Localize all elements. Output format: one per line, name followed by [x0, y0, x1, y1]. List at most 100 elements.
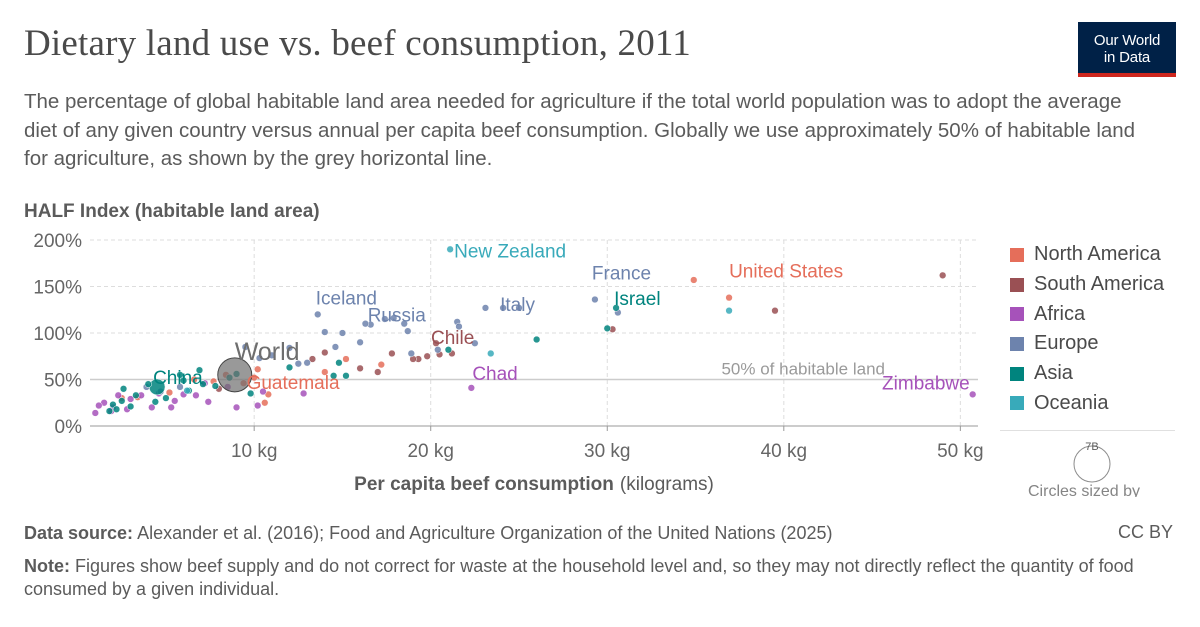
data-point[interactable] [725, 294, 733, 302]
data-point[interactable] [259, 387, 267, 396]
data-point[interactable] [171, 397, 179, 405]
data-point[interactable] [377, 360, 385, 369]
data-point[interactable] [400, 320, 408, 328]
point-label-iceland[interactable]: Iceland [316, 288, 377, 309]
data-point[interactable] [285, 344, 294, 352]
data-point[interactable] [603, 324, 611, 333]
data-point[interactable] [303, 359, 311, 367]
data-point[interactable] [969, 390, 977, 399]
data-point[interactable] [268, 351, 276, 359]
data-point[interactable] [261, 399, 269, 407]
data-point[interactable] [247, 389, 255, 398]
legend-item-europe[interactable]: Europe [1010, 329, 1164, 359]
data-point[interactable] [515, 304, 523, 312]
data-point[interactable] [725, 307, 733, 315]
data-point[interactable] [342, 372, 350, 380]
legend-item-north-america[interactable]: North America [1010, 240, 1164, 270]
data-point[interactable] [299, 389, 308, 398]
data-point[interactable] [338, 329, 347, 337]
data-point[interactable] [204, 398, 212, 406]
data-point[interactable] [132, 391, 140, 399]
data-point[interactable] [690, 276, 698, 284]
data-point[interactable] [434, 346, 442, 354]
data-point[interactable] [183, 387, 191, 395]
data-point[interactable] [612, 304, 620, 312]
data-point[interactable] [114, 391, 122, 399]
data-point[interactable] [199, 380, 207, 388]
data-point[interactable] [455, 322, 463, 331]
data-point[interactable] [95, 401, 103, 410]
data-point[interactable] [331, 343, 340, 351]
data-point[interactable] [112, 405, 121, 413]
data-point[interactable] [388, 349, 396, 358]
data-point[interactable] [285, 363, 294, 372]
data-point[interactable] [404, 327, 412, 335]
data-point[interactable] [321, 368, 329, 376]
owid-logo[interactable]: Our World in Data [1078, 22, 1176, 77]
point-label-china[interactable]: China [153, 368, 203, 389]
data-point[interactable] [532, 335, 541, 344]
legend-item-south-america[interactable]: South America [1010, 270, 1164, 300]
data-point[interactable] [771, 307, 779, 315]
data-point[interactable] [444, 346, 453, 354]
data-point[interactable] [294, 360, 302, 368]
legend-item-africa[interactable]: Africa [1010, 299, 1164, 329]
data-point-world[interactable] [217, 357, 253, 393]
data-point[interactable] [356, 338, 364, 346]
data-point[interactable] [308, 355, 317, 363]
data-point[interactable] [321, 328, 329, 336]
data-point[interactable] [321, 348, 329, 357]
data-point[interactable] [176, 371, 184, 379]
data-points[interactable] [91, 245, 977, 417]
data-point[interactable] [390, 314, 398, 322]
data-point[interactable] [335, 359, 343, 367]
data-point[interactable] [167, 403, 175, 412]
data-point[interactable] [254, 401, 262, 410]
data-point[interactable] [126, 402, 135, 411]
data-point[interactable] [162, 394, 170, 402]
point-label-russia[interactable]: Russia [368, 306, 427, 327]
point-label-world[interactable]: World [235, 338, 300, 366]
point-label-italy[interactable]: Italy [500, 295, 535, 316]
license-link[interactable]: CC BY [1118, 522, 1174, 542]
data-point[interactable] [165, 388, 174, 397]
data-point[interactable] [939, 271, 947, 279]
data-point[interactable] [195, 366, 204, 374]
data-point[interactable] [179, 376, 188, 385]
point-label-israel[interactable]: Israel [614, 289, 660, 310]
data-point[interactable] [467, 384, 475, 392]
data-point[interactable] [119, 385, 128, 393]
data-point[interactable] [314, 310, 322, 319]
data-point[interactable] [591, 295, 599, 304]
data-point[interactable] [192, 391, 200, 399]
data-point[interactable] [254, 365, 262, 373]
point-label-chile[interactable]: Chile [431, 328, 474, 349]
legend-item-asia[interactable]: Asia [1010, 359, 1164, 389]
point-label-new-zealand[interactable]: New Zealand [454, 241, 566, 262]
point-label-france[interactable]: France [592, 264, 651, 285]
data-point[interactable] [151, 398, 159, 406]
data-point[interactable] [329, 372, 338, 380]
data-point[interactable] [423, 352, 431, 360]
data-point[interactable] [105, 407, 114, 415]
data-point[interactable] [126, 395, 135, 403]
data-point[interactable] [481, 304, 490, 312]
point-label-guatemala[interactable]: Guatemala [247, 373, 340, 394]
point-label-united-states[interactable]: United States [729, 262, 843, 283]
data-point[interactable] [374, 368, 382, 376]
data-point[interactable] [255, 354, 264, 362]
data-source-text[interactable]: Alexander et al. (2016); Food and Agricu… [137, 523, 833, 543]
data-point[interactable] [381, 315, 389, 323]
point-label-chad[interactable]: Chad [472, 364, 517, 385]
data-point[interactable] [356, 364, 364, 372]
data-point[interactable] [361, 320, 370, 328]
data-point[interactable] [148, 403, 156, 412]
data-point[interactable] [118, 397, 126, 405]
data-point[interactable] [176, 383, 184, 391]
data-point[interactable] [342, 355, 350, 363]
point-label-zimbabwe[interactable]: Zimbabwe [882, 373, 970, 394]
data-point[interactable] [144, 380, 152, 388]
data-point[interactable] [241, 343, 250, 351]
data-point[interactable] [407, 349, 415, 358]
data-point[interactable] [471, 339, 479, 347]
